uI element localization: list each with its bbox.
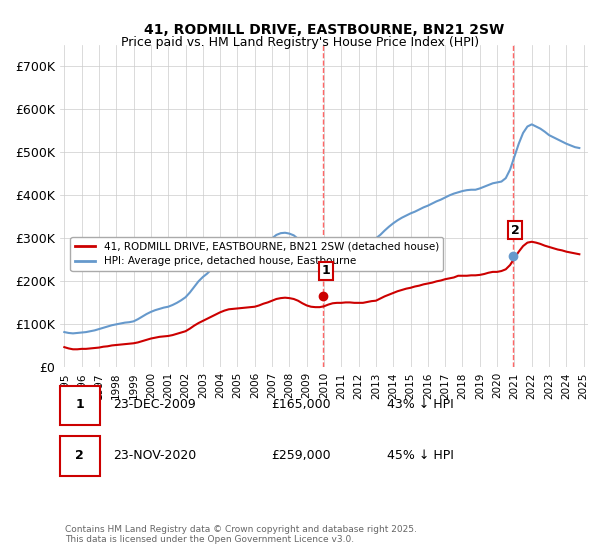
Title: 41, RODMILL DRIVE, EASTBOURNE, BN21 2SW: 41, RODMILL DRIVE, EASTBOURNE, BN21 2SW	[144, 23, 504, 37]
FancyBboxPatch shape	[60, 436, 100, 476]
Text: 23-DEC-2009: 23-DEC-2009	[113, 398, 196, 411]
Text: 2: 2	[511, 223, 520, 237]
Text: £165,000: £165,000	[271, 398, 331, 411]
Legend: 41, RODMILL DRIVE, EASTBOURNE, BN21 2SW (detached house), HPI: Average price, de: 41, RODMILL DRIVE, EASTBOURNE, BN21 2SW …	[70, 237, 443, 270]
Text: £259,000: £259,000	[271, 449, 331, 462]
Text: 43% ↓ HPI: 43% ↓ HPI	[388, 398, 454, 411]
Text: 2: 2	[75, 449, 84, 462]
Text: 1: 1	[75, 398, 84, 411]
Text: Contains HM Land Registry data © Crown copyright and database right 2025.
This d: Contains HM Land Registry data © Crown c…	[65, 525, 417, 544]
Text: Price paid vs. HM Land Registry's House Price Index (HPI): Price paid vs. HM Land Registry's House …	[121, 36, 479, 49]
Text: 45% ↓ HPI: 45% ↓ HPI	[388, 449, 454, 462]
Text: 23-NOV-2020: 23-NOV-2020	[113, 449, 196, 462]
FancyBboxPatch shape	[60, 385, 100, 426]
Text: 1: 1	[322, 264, 331, 277]
